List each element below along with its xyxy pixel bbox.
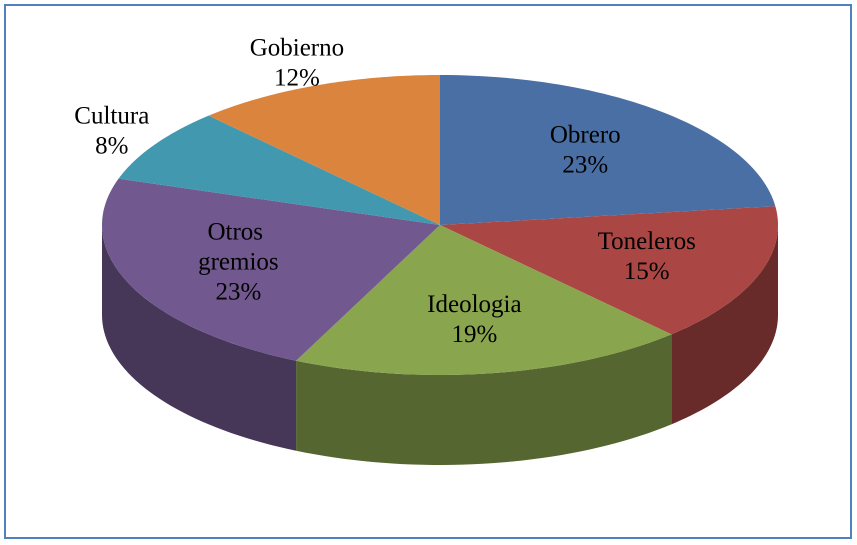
value-label: 12%	[274, 64, 320, 91]
slice-side	[102, 225, 297, 451]
slice	[440, 75, 776, 225]
value-label: 23%	[215, 278, 261, 305]
slice-label: Toneleros 15%	[598, 228, 696, 285]
label-line: gremios	[198, 248, 279, 275]
category-label: Otros gremios	[198, 218, 279, 275]
value-label: 19%	[451, 321, 497, 348]
slice-side	[296, 334, 672, 465]
category-label: Ideologia	[427, 291, 521, 318]
category-label: Obrero	[550, 122, 621, 149]
value-label: 15%	[624, 258, 670, 285]
slice-label: Otros gremios 23%	[198, 218, 279, 305]
value-label: 8%	[95, 132, 128, 159]
category-label: Cultura	[74, 102, 149, 129]
slice	[208, 75, 440, 225]
label-line: Otros	[207, 218, 269, 245]
value-label: 23%	[562, 152, 608, 179]
slice	[440, 206, 778, 335]
slice	[118, 115, 440, 225]
slice	[102, 178, 440, 361]
slice-label: Gobierno 12%	[250, 34, 344, 91]
slice-label: Obrero 23%	[550, 122, 621, 179]
category-label: Toneleros	[598, 228, 696, 255]
category-label: Gobierno	[250, 34, 344, 61]
slice-label: Cultura 8%	[74, 102, 149, 159]
slice	[296, 225, 672, 375]
slice-label: Ideologia 19%	[427, 291, 521, 348]
slice-side	[671, 225, 778, 425]
